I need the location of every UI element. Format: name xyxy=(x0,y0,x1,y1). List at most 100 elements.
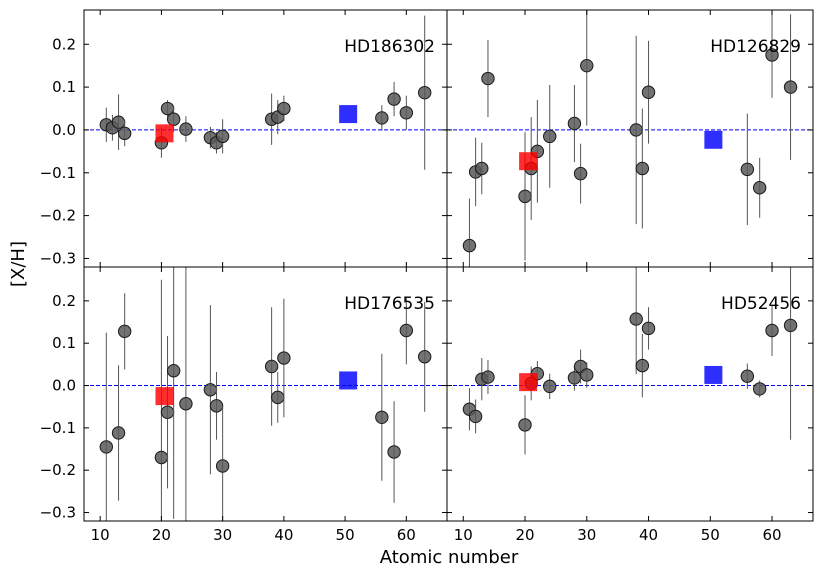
y-tick-label: 0.0 xyxy=(52,377,76,395)
data-point xyxy=(117,126,132,141)
data-point xyxy=(277,351,291,365)
x-tick-label: 60 xyxy=(397,526,416,544)
data-point xyxy=(271,390,285,405)
data-point xyxy=(375,111,389,125)
data-point xyxy=(765,48,779,62)
data-point xyxy=(468,409,483,424)
data-point xyxy=(629,312,643,326)
data-point xyxy=(635,161,650,176)
panels-layer: 0.2 0.1 0.0 −0.1 −0.2 −0.3 HD186302 HD126829 0.2… xyxy=(40,9,814,544)
data-point xyxy=(481,370,495,384)
data-point xyxy=(783,318,798,333)
data-point xyxy=(160,405,175,419)
data-point xyxy=(462,238,477,253)
data-point xyxy=(264,359,279,374)
blue-square-marker xyxy=(704,365,723,384)
data-point xyxy=(475,161,489,176)
red-square-marker xyxy=(155,124,174,143)
x-tick-label: 50 xyxy=(701,526,720,544)
x-tick-label: 10 xyxy=(91,526,110,544)
x-tick-label: 30 xyxy=(213,526,232,544)
data-point xyxy=(573,166,588,181)
data-point xyxy=(179,122,193,136)
data-point xyxy=(215,459,230,473)
data-point xyxy=(215,129,230,144)
red-square-marker xyxy=(519,373,538,392)
data-point xyxy=(99,440,114,454)
data-point xyxy=(752,181,767,195)
x-tick-label: 20 xyxy=(515,526,534,544)
blue-square-marker xyxy=(704,130,723,149)
data-point xyxy=(117,324,132,339)
x-tick-label: 60 xyxy=(762,526,781,544)
panel-data xyxy=(447,267,813,455)
panel-hd176535: 0.2 0.1 0.0 −0.1 −0.2 −0.3 10 20 30 40 50 60 HD17653… xyxy=(40,266,448,544)
data-point xyxy=(387,92,401,106)
red-square-marker xyxy=(155,387,174,406)
x-tick-label: 20 xyxy=(152,526,171,544)
data-point xyxy=(543,379,557,394)
y-tick-label: 0.1 xyxy=(52,78,76,96)
data-point xyxy=(740,162,755,177)
y-tick-label: 0.2 xyxy=(52,35,76,53)
data-point xyxy=(518,418,532,432)
x-tick-label: 10 xyxy=(454,526,473,544)
blue-square-marker xyxy=(339,105,358,124)
x-tick-label: 50 xyxy=(336,526,355,544)
data-point xyxy=(580,58,594,73)
data-point xyxy=(203,383,218,397)
data-point xyxy=(375,410,389,424)
y-tick-label: 0.0 xyxy=(52,121,76,139)
panel-data xyxy=(447,10,813,267)
y-tick-label: −0.2 xyxy=(40,207,76,225)
data-point xyxy=(166,112,181,126)
panel-title: HD186302 xyxy=(344,37,435,57)
blue-square-marker xyxy=(339,371,358,390)
x-tick-label: 40 xyxy=(639,526,658,544)
y-tick-label: −0.3 xyxy=(40,504,76,522)
data-point xyxy=(417,85,432,100)
red-square-marker xyxy=(519,152,538,171)
data-point xyxy=(580,368,594,382)
panel-title: HD176535 xyxy=(344,294,435,314)
data-point xyxy=(635,358,650,373)
panel-title: HD126829 xyxy=(710,37,801,57)
y-tick-label: −0.1 xyxy=(40,164,76,182)
data-point xyxy=(629,123,643,137)
x-tick-label: 30 xyxy=(577,526,596,544)
y-tick-label: −0.1 xyxy=(40,419,76,437)
data-point xyxy=(783,80,798,94)
panel-data xyxy=(84,15,447,170)
panel-frame xyxy=(446,266,814,522)
data-point xyxy=(111,115,126,129)
y-tick-label: −0.2 xyxy=(40,461,76,479)
data-point xyxy=(209,399,224,413)
data-point xyxy=(752,382,767,396)
data-point xyxy=(399,106,414,120)
y-tick-label: 0.2 xyxy=(52,292,76,310)
data-point xyxy=(111,426,126,440)
data-point xyxy=(641,321,656,336)
panel-hd52456: 10 20 30 40 50 60 HD52456 xyxy=(446,266,814,544)
data-point xyxy=(567,371,582,385)
y-tick-label: 0.1 xyxy=(52,334,76,352)
panel-hd186302: 0.2 0.1 0.0 −0.1 −0.2 −0.3 HD186302 xyxy=(40,9,448,268)
data-point xyxy=(387,445,401,459)
data-point xyxy=(277,101,291,116)
data-point xyxy=(166,364,181,378)
data-point xyxy=(154,450,169,465)
x-axis-label: Atomic number xyxy=(380,547,519,568)
data-point xyxy=(740,369,755,383)
data-point xyxy=(518,189,532,204)
y-tick-label: −0.3 xyxy=(40,249,76,267)
data-point xyxy=(641,85,656,99)
data-point xyxy=(765,323,779,338)
data-point xyxy=(567,116,582,131)
y-axis-label: [X/H] xyxy=(8,241,29,287)
data-point xyxy=(417,350,432,364)
x-tick-label: 40 xyxy=(274,526,293,544)
data-point xyxy=(481,71,495,86)
panel-hd126829: HD126829 xyxy=(446,9,814,268)
panel-data xyxy=(84,267,447,521)
